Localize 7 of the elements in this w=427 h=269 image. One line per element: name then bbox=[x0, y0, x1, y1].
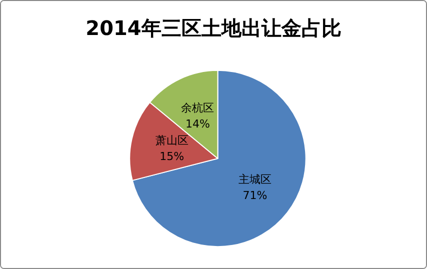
data-label: 14% bbox=[185, 117, 210, 130]
slice-label: 萧山区 bbox=[155, 134, 188, 147]
chart-title: 2014年三区土地出让金占比 bbox=[86, 16, 342, 40]
slice-label: 余杭区 bbox=[181, 101, 214, 114]
data-label: 71% bbox=[242, 188, 268, 202]
data-label: 15% bbox=[160, 150, 184, 163]
slice-label: 主城区 bbox=[238, 172, 272, 186]
